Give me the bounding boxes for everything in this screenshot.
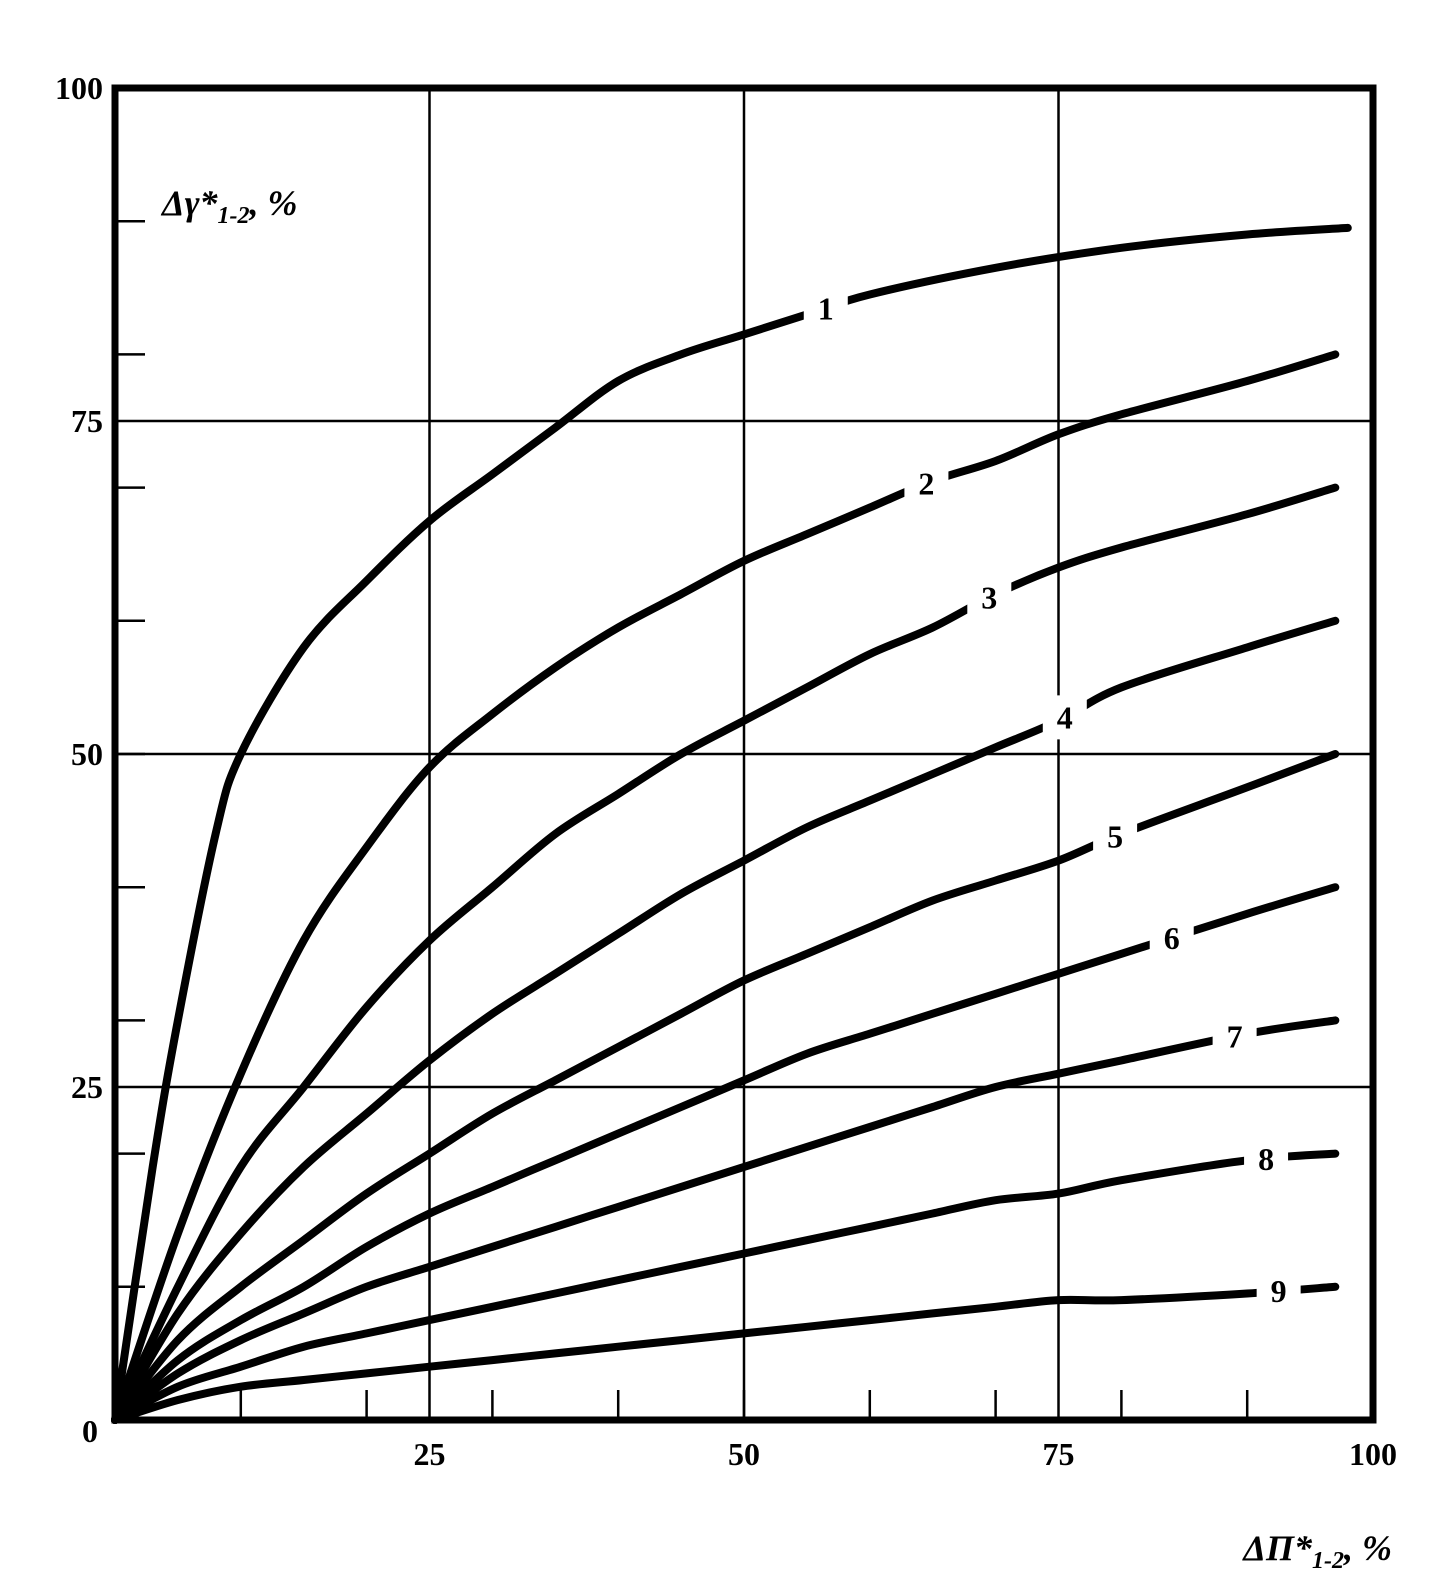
series-label-3: 3 [981, 579, 997, 615]
series-line-1 [111, 223, 1352, 1424]
y-axis-label: Δγ*1-2, % [160, 183, 298, 229]
origin-tick-label: 0 [82, 1413, 98, 1449]
series-label-9: 9 [1271, 1273, 1287, 1309]
series-label-gap-8 [1244, 1136, 1289, 1181]
x-tick-label-25: 25 [414, 1436, 446, 1472]
series-line-7 [111, 1016, 1340, 1424]
x-axis-label-sub: 1-2 [1312, 1548, 1344, 1574]
y-tick-label-50: 50 [71, 736, 103, 772]
grid-layer [115, 88, 1373, 1420]
series-label-gap-9 [1256, 1269, 1301, 1314]
series-label-gap-7 [1212, 1014, 1257, 1059]
x-tick-label-75: 75 [1043, 1436, 1075, 1472]
series-label-4: 4 [1057, 699, 1073, 735]
y-tick-label-25: 25 [71, 1069, 103, 1105]
y-tick-label-75: 75 [71, 403, 103, 439]
series-label-7: 7 [1227, 1018, 1243, 1054]
series-label-5: 5 [1107, 819, 1123, 855]
series-label-2: 2 [918, 466, 934, 502]
x-tick-label-100: 100 [1349, 1436, 1397, 1472]
series-layer [111, 223, 1352, 1424]
x-axis-label-unit: , % [1343, 1528, 1392, 1568]
series-line-8 [111, 1149, 1340, 1424]
series-label-gap-1 [803, 286, 848, 331]
series-label-gap-3 [967, 575, 1012, 620]
series-line-2 [111, 350, 1340, 1424]
series-label-gap-6 [1149, 915, 1194, 960]
minor-tick-layer [115, 219, 1249, 1420]
series-label-gap-5 [1093, 814, 1138, 859]
series-line-6 [111, 883, 1340, 1424]
x-axis-label-main: ΔΠ* [1241, 1528, 1313, 1568]
series-label-gap-4 [1042, 695, 1087, 740]
y-axis-label-unit: , % [249, 183, 298, 223]
plot-frame [111, 84, 1377, 1424]
series-line-3 [111, 483, 1340, 1424]
series-label-gap-2 [904, 461, 949, 506]
x-tick-label-50: 50 [728, 1436, 760, 1472]
series-label-6: 6 [1164, 920, 1180, 956]
series-label-8: 8 [1258, 1141, 1274, 1177]
y-tick-label-100: 100 [55, 70, 103, 106]
x-axis-label: ΔΠ*1-2, % [1241, 1528, 1392, 1574]
y-axis-label-sub: 1-2 [218, 203, 250, 229]
y-axis-label-main: Δγ* [160, 183, 219, 223]
series-line-9 [111, 1282, 1340, 1424]
series-line-5 [111, 750, 1340, 1424]
series-label-1: 1 [818, 290, 834, 326]
series-label-layer: 1 2 3 4 5 6 7 8 9 [803, 286, 1301, 1314]
